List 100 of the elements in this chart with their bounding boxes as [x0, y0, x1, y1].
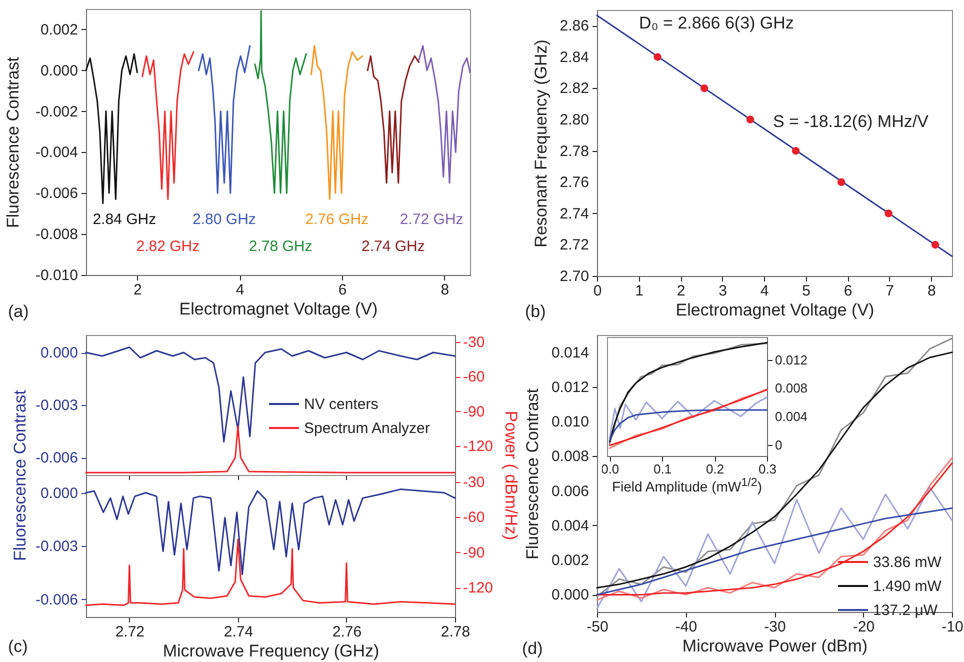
y2-tick-label: 0.004 [775, 409, 808, 424]
x-axis-title: Electromagnet Voltage (V) [676, 300, 874, 320]
line-series [142, 51, 194, 200]
x-tick-label: 6 [844, 282, 852, 300]
y-tick-label: 0.002 [551, 552, 589, 570]
x-tick-label: 0.0 [601, 462, 620, 476]
x-tick-label: 2.78 [440, 624, 470, 640]
y-tick-label: 2.80 [560, 112, 589, 129]
line-series [254, 10, 307, 194]
text: (d) [522, 639, 543, 658]
x-axis-title: Field Amplitude (mW$^{1/2}$) [610, 476, 764, 495]
line-series [85, 538, 456, 606]
text: (b) [525, 302, 546, 321]
annotation: D₀ = 2.866 6(3) GHz [639, 13, 794, 32]
series-label: 2.76 GHz [305, 211, 369, 228]
line-series [596, 507, 953, 596]
point [654, 53, 662, 61]
point [884, 210, 892, 218]
x-axis-title: Microwave Frequency (GHz) [162, 642, 380, 660]
y-tick-label: -0.003 [35, 397, 78, 414]
line-series [608, 396, 768, 440]
text: 2.72 GHz [400, 211, 464, 228]
y-tick-label: 0.000 [40, 484, 78, 502]
y-tick-label: 2.82 [560, 80, 589, 98]
y-tick-label: 2.84 [560, 48, 589, 66]
x-tick-label: 4 [760, 282, 769, 300]
legend-label: NV centers [304, 396, 378, 413]
y2-tick-label: -120 [463, 438, 494, 456]
y2-tick-label: -120 [463, 580, 494, 597]
y2-tick-label: -90 [463, 403, 485, 420]
y-tick-label: -0.010 [35, 267, 78, 284]
y-tick-label: 0.002 [40, 21, 78, 38]
x-tick-label: 8 [927, 282, 936, 300]
y-tick-label: 2.86 [560, 18, 589, 35]
y-tick-label: 2.76 [560, 174, 589, 192]
x-tick-label: 7 [886, 282, 894, 300]
text: 2.82 GHz [136, 238, 200, 255]
y-tick-label: -0.003 [35, 538, 78, 555]
y-tick-label: 0.006 [551, 482, 589, 500]
legend-label: Spectrum Analyzer [304, 420, 430, 437]
point [700, 84, 708, 92]
y-tick-label: -0.006 [35, 185, 78, 202]
x-tick-label: 3 [718, 282, 727, 300]
y-tick-label: 0.000 [40, 62, 78, 80]
y-tick-label: 0.014 [551, 344, 589, 362]
y-tick-label: 0.010 [551, 414, 589, 431]
y2-tick-label: -90 [463, 544, 485, 562]
line-series [366, 55, 420, 184]
x-tick-label: 2 [134, 282, 142, 298]
y2-tick-label: 0.008 [775, 380, 808, 396]
line-series [85, 53, 138, 204]
y-axis-title: Fluorescence Contrast [523, 388, 542, 560]
x-tick-label: 0.2 [706, 462, 724, 476]
annotation: S = -18.12(6) MHz/V [773, 112, 930, 131]
y-tick-label: 0.000 [40, 344, 78, 362]
x-tick-label: 1 [635, 282, 644, 300]
text: 2.78 GHz [248, 238, 312, 255]
y-tick-label: -0.006 [35, 450, 78, 466]
y2-tick-label: 0.012 [775, 352, 808, 368]
y2-tick-label: -30 [463, 334, 485, 351]
y-tick-label: 0.004 [551, 517, 589, 534]
y2-tick-label: -60 [463, 509, 485, 526]
y-tick-label: -0.004 [35, 144, 78, 162]
point [746, 116, 754, 124]
line-series [418, 45, 471, 184]
y-axis-title: Resonant Frequency (GHz) [531, 40, 550, 248]
x-tick-label: 2 [676, 282, 686, 300]
x-tick-label: -10 [942, 618, 964, 636]
y2-tick-label: 0 [775, 437, 782, 452]
x-axis-title: Electromagnet Voltage (V) [179, 300, 378, 318]
line-series [310, 45, 364, 200]
point [931, 240, 940, 249]
x-tick-label: 4 [236, 282, 244, 298]
point [837, 178, 846, 186]
x-tick-label: -30 [764, 618, 786, 636]
y-axis-title: Fluorescence Contrast [4, 56, 23, 228]
legend-label: 33.86 mW [873, 554, 942, 571]
x-axis-title: Microwave Power (dBm) [682, 636, 868, 656]
y-tick-label: -0.008 [35, 226, 78, 244]
y-tick-label: 2.72 [560, 236, 589, 254]
x-tick-label: 5 [802, 282, 810, 300]
y-tick-label: 2.78 [560, 142, 589, 160]
point [792, 146, 800, 155]
text: 2.74 GHz [362, 238, 425, 255]
x-tick-label: -50 [586, 618, 608, 636]
y-tick-label: -0.002 [35, 103, 78, 120]
y-axis-title: Fluorescence Contrast [10, 390, 30, 562]
x-tick-label: 8 [440, 282, 450, 298]
series-label: 2.84 GHz [92, 211, 156, 228]
series-label: 2.80 GHz [192, 211, 256, 228]
legend-label: 1.490 mW [873, 578, 942, 595]
x-tick-label: 2.74 [224, 624, 254, 640]
y2-tick-label: -30 [463, 474, 485, 492]
line-series [198, 45, 251, 194]
x-tick-label: 0.3 [758, 462, 777, 476]
y-tick-label: 0.012 [551, 378, 589, 396]
y-tick-label: 0.008 [551, 448, 589, 466]
y2-tick-label: -60 [463, 368, 485, 386]
y-tick-label: 2.74 [560, 205, 589, 222]
y-tick-label: 0.000 [551, 586, 589, 604]
